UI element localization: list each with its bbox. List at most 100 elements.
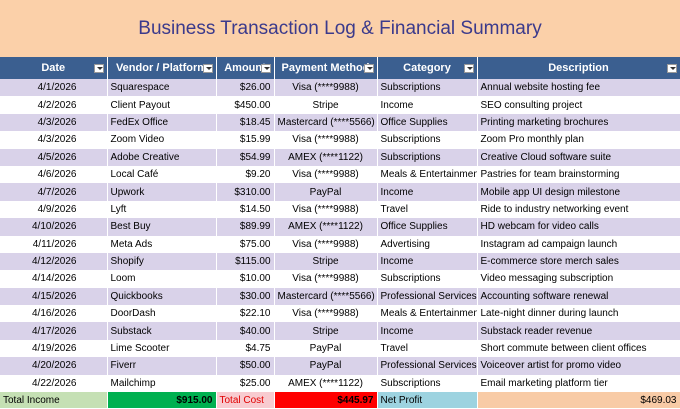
cell: $115.00 — [216, 252, 275, 271]
column-header: Description — [477, 57, 680, 79]
cell: $10.00 — [216, 270, 275, 288]
cell: Creative Cloud software suite — [477, 148, 680, 166]
cell: Printing marketing brochures — [477, 113, 680, 132]
cell: Office Supplies — [377, 218, 478, 236]
data-row: 4/15/2026 Quickbooks $30.00 Mastercard (***… — [0, 287, 680, 306]
column-header-text: Vendor / Platform — [115, 62, 208, 74]
cell: Income — [377, 252, 478, 271]
data-row: 4/9/2026 Lyft $14.50 Visa (****9988) Travel R… — [0, 200, 680, 219]
cell: $40.00 — [216, 322, 275, 340]
column-header-text: Date — [41, 62, 66, 74]
cell: Meals & Entertainment — [377, 165, 478, 184]
data-row: 4/3/2026 Zoom Video $15.99 Visa (****9988) S… — [0, 131, 680, 149]
total-cost-label: Total Cost — [216, 392, 275, 409]
cell: Squarespace — [107, 79, 217, 97]
cell: Stripe — [274, 322, 378, 340]
cell: Mastercard (****5566) — [274, 113, 378, 132]
cell: Income — [377, 96, 478, 114]
cell: Subscriptions — [377, 270, 478, 288]
cell: 4/14/2026 — [0, 270, 108, 288]
data-row: 4/2/2026 Client Payout $450.00 Stripe Income… — [0, 96, 680, 114]
cell: $22.10 — [216, 305, 275, 323]
data-row: 4/3/2026 FedEx Office $18.45 Mastercard (**… — [0, 113, 680, 132]
cell: Meta Ads — [107, 235, 217, 253]
data-row: 4/6/2026 Local Café $9.20 Visa (****9988) Me… — [0, 165, 680, 184]
cell: Income — [377, 322, 478, 340]
cell: Late-night dinner during launch — [477, 305, 680, 323]
filter-button[interactable] — [666, 64, 677, 73]
cell: Visa (****9988) — [274, 305, 378, 323]
filter-button[interactable] — [363, 64, 374, 73]
cell: Visa (****9988) — [274, 165, 378, 184]
total-cost: $445.97 — [274, 392, 378, 409]
cell: Upwork — [107, 183, 217, 201]
cell: Subscriptions — [377, 131, 478, 149]
cell: Shopify — [107, 252, 217, 271]
cell: Voiceover artist for promo video — [477, 357, 680, 375]
data-row: 4/19/2026 Lime Scooter $4.75 PayPal Travel Sh… — [0, 339, 680, 358]
cell: $89.99 — [216, 218, 275, 236]
cell: 4/1/2026 — [0, 79, 108, 97]
cell: $18.45 — [216, 113, 275, 132]
cell: Email marketing platform tier — [477, 374, 680, 393]
cell: Advertising — [377, 235, 478, 253]
cell: 4/6/2026 — [0, 165, 108, 184]
cell: Subscriptions — [377, 148, 478, 166]
cell: $54.99 — [216, 148, 275, 166]
filter-button[interactable] — [202, 64, 213, 73]
cell: 4/9/2026 — [0, 200, 108, 219]
cell: Quickbooks — [107, 287, 217, 306]
column-header: Vendor / Platform — [107, 57, 217, 79]
data-row: 4/12/2026 Shopify $115.00 Stripe Income E-com… — [0, 252, 680, 271]
data-row: 4/10/2026 Best Buy $89.99 AMEX (****1122) Of… — [0, 218, 680, 236]
cell: Office Supplies — [377, 113, 478, 132]
cell: DoorDash — [107, 305, 217, 323]
cell: Client Payout — [107, 96, 217, 114]
cell: Ride to industry networking event — [477, 200, 680, 219]
cell: $310.00 — [216, 183, 275, 201]
cell: 4/12/2026 — [0, 252, 108, 271]
cell: Stripe — [274, 252, 378, 271]
data-row: 4/14/2026 Loom $10.00 Visa (****9988) Subscr… — [0, 270, 680, 288]
data-row: 4/5/2026 Adobe Creative $54.99 AMEX (****11… — [0, 148, 680, 166]
cell: Zoom Video — [107, 131, 217, 149]
cell: FedEx Office — [107, 113, 217, 132]
cell: Fiverr — [107, 357, 217, 375]
cell: 4/16/2026 — [0, 305, 108, 323]
filter-button[interactable] — [93, 64, 104, 73]
cell: Professional Services — [377, 287, 478, 306]
cell: AMEX (****1122) — [274, 374, 378, 393]
cell: Accounting software renewal — [477, 287, 680, 306]
data-row: 4/11/2026 Meta Ads $75.00 Visa (****9988) Ad… — [0, 235, 680, 253]
column-header-text: Category — [403, 62, 451, 74]
cell: Travel — [377, 200, 478, 219]
data-row: 4/7/2026 Upwork $310.00 PayPal Income Mobile … — [0, 183, 680, 201]
cell: Travel — [377, 339, 478, 358]
column-header: Payment Method — [274, 57, 378, 79]
column-header: Category — [377, 57, 478, 79]
cell: Video messaging subscription — [477, 270, 680, 288]
cell: Subscriptions — [377, 79, 478, 97]
cell: Income — [377, 183, 478, 201]
cell: Stripe — [274, 96, 378, 114]
cell: Instagram ad campaign launch — [477, 235, 680, 253]
cell: $50.00 — [216, 357, 275, 375]
cell: Adobe Creative — [107, 148, 217, 166]
filter-button[interactable] — [260, 64, 271, 73]
cell: Lyft — [107, 200, 217, 219]
cell: PayPal — [274, 357, 378, 375]
cell: Loom — [107, 270, 217, 288]
cell: Mastercard (****5566) — [274, 287, 378, 306]
cell: AMEX (****1122) — [274, 218, 378, 236]
column-header-text: Payment Method — [281, 62, 370, 74]
cell: Lime Scooter — [107, 339, 217, 358]
data-row: 4/22/2026 Mailchimp $25.00 AMEX (****1122) S… — [0, 374, 680, 393]
cell: $9.20 — [216, 165, 275, 184]
data-row: 4/1/2026 Squarespace $26.00 Visa (****9988)… — [0, 79, 680, 97]
cell: Best Buy — [107, 218, 217, 236]
cell: 4/15/2026 — [0, 287, 108, 306]
cell: 4/2/2026 — [0, 96, 108, 114]
cell: Pastries for team brainstorming — [477, 165, 680, 184]
filter-button[interactable] — [463, 64, 474, 73]
summary-row: Total Income $915.00 Total Cost $445.97 … — [0, 392, 680, 409]
